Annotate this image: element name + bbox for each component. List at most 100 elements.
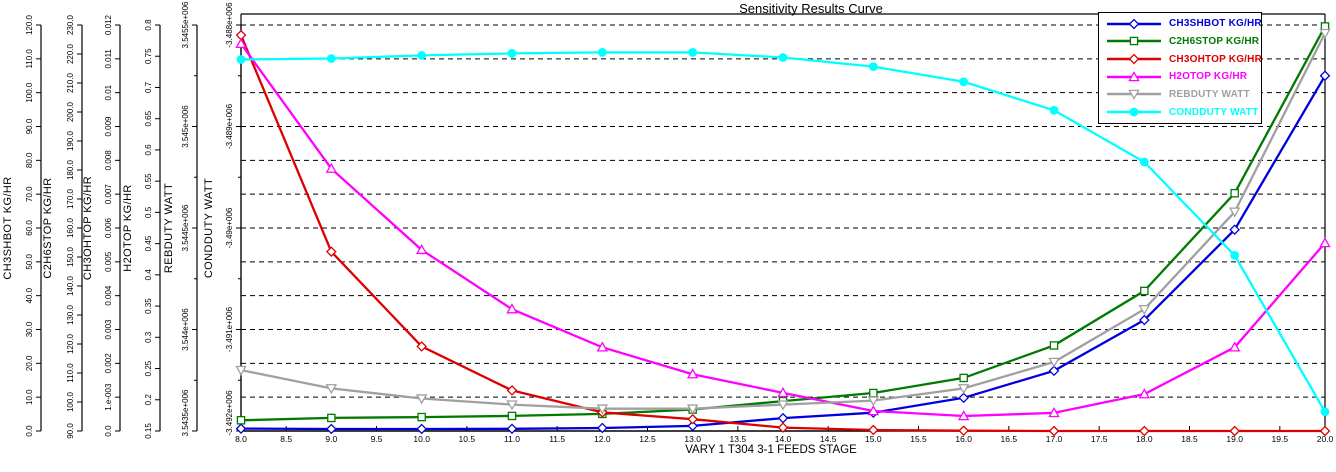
y-tick-label: -3.488e+006 [225,2,234,48]
x-tick-label: 10.5 [459,434,476,444]
legend-label: CH3OHTOP KG/HR [1169,53,1263,65]
data-point-marker [688,48,698,57]
x-tick-label: 13.5 [730,434,747,444]
y-tick-label: 0.35 [144,298,153,314]
y-tick-label: 130.0 [66,304,75,325]
y-tick-label: 120.0 [25,14,34,35]
data-point-marker [687,413,698,425]
y-tick-label: 120.0 [66,333,75,354]
x-tick-label: 14.0 [775,434,792,444]
y-tick-label: 3.5445e+006 [181,204,190,251]
data-point-marker [1140,286,1149,296]
y-tick-label: 0.0 [25,425,34,437]
data-point-marker [1138,388,1151,399]
data-point-marker [958,425,969,436]
legend-label: C2H6STOP KG/HR [1169,35,1260,47]
data-point-marker [778,53,788,62]
y-tick-label: 0.45 [144,235,153,251]
y-tick-label: 0.75 [144,48,153,64]
x-tick-label: 20.0 [1317,434,1334,444]
data-point-marker [1229,224,1240,236]
x-axis-title: VARY 1 T304 3-1 FEEDS STAGE [685,444,857,456]
y-tick-label: 0.2 [144,394,153,406]
data-point-marker [959,373,968,383]
data-point-marker [1319,28,1331,40]
y-tick-label: 190.0 [66,130,75,151]
legend-item-h2otop: H2OTOP KG/HR [1105,69,1261,85]
legend-item-rebduty: REBDUTY WATT [1105,86,1261,102]
series-ch3ohtop-kg-hr [235,29,1331,437]
data-point-marker [506,303,518,314]
y-tick-label: 150.0 [66,246,75,267]
legend-item-ch3ohtop: CH3OHTOP KG/HR [1105,51,1263,67]
data-point-marker [326,54,336,63]
data-point-marker [1139,425,1150,437]
x-tick-label: 16.0 [955,434,972,444]
data-point-marker [957,410,970,421]
y-tick-label: 170.0 [66,188,75,209]
data-point-marker [1048,406,1060,418]
y-tick-label: 80.0 [25,152,34,168]
y-tick-label: 0.007 [104,184,113,205]
data-point-marker [868,424,879,436]
x-tick-label: 18.5 [1181,434,1198,444]
legend-line-marker-icon [1107,18,1161,30]
data-point-marker [1230,188,1239,198]
y-tick-label: 0.25 [144,360,153,376]
y-tick-label: 0.01 [104,84,113,100]
legend-label: H2OTOP KG/HR [1169,71,1248,83]
data-point-marker [777,412,789,424]
y-tick-label: 1.e-003 [104,383,113,411]
data-point-marker [1048,425,1060,437]
data-point-marker [957,384,970,395]
y-tick-label: 0.002 [104,353,113,374]
x-tick-label: 18.0 [1136,434,1153,444]
data-point-marker [1138,304,1151,316]
data-point-marker [596,404,609,415]
x-tick-label: 12.5 [639,434,656,444]
data-point-marker [1128,53,1140,65]
data-point-marker [687,420,698,432]
data-point-marker [326,246,337,258]
y-tick-label: 0.009 [104,116,113,137]
data-point-marker [1228,207,1241,218]
data-point-marker [1319,70,1331,82]
x-tick-label: 10.0 [413,434,430,444]
series-condduty-watt [236,48,1330,417]
y-tick-label: 0.011 [104,49,113,69]
y-tick-label: -3.49e+006 [225,207,234,248]
data-point-marker [235,365,247,377]
data-point-marker [867,396,880,407]
data-point-marker [1128,70,1140,82]
data-point-marker [1128,18,1140,30]
data-point-marker [506,385,518,396]
data-point-marker [325,384,338,395]
data-point-marker [417,412,426,422]
y-tick-label: 0.55 [144,173,153,189]
x-tick-label: 14.5 [820,434,837,444]
y-tick-label: 50.0 [25,254,34,270]
data-point-marker [1319,237,1331,248]
y-tick-label: 3.544e+006 [181,308,190,351]
legend-item-ch3shbot: CH3SHBOT KG/HR [1105,16,1262,32]
y-tick-label: 200.0 [66,101,75,122]
x-tick-label: 8.5 [280,434,292,444]
y-tick-label: 20.0 [25,355,34,371]
y-tick-label: 0.7 [144,81,153,93]
y-tick-label: 0.4 [144,269,153,281]
data-point-marker [1128,90,1140,101]
data-point-marker [1139,157,1149,167]
y-tick-label: 0.012 [104,14,113,35]
data-point-marker [507,49,517,58]
data-point-marker [1049,341,1059,350]
y-axis-title: C2H6STOP KG/HR [42,177,54,278]
x-tick-label: 16.5 [1001,434,1018,444]
y-tick-label: 0.008 [104,150,113,171]
legend-item-c2h6stop: C2H6STOP KG/HR [1105,33,1261,49]
data-point-marker [415,243,428,255]
data-point-marker [507,411,517,421]
y-tick-label: 40.0 [25,287,34,303]
y-tick-label: 0.5 [144,206,153,218]
y-axis-title: H2OTOP KG/HR [122,184,134,272]
